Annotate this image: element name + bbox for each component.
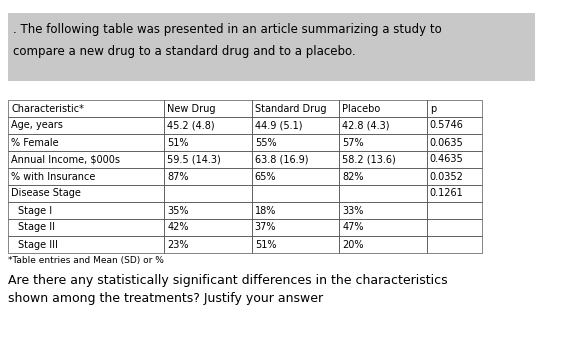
Text: p: p	[430, 104, 436, 114]
Bar	[252, 100, 339, 117]
Bar	[8, 13, 535, 81]
Bar	[339, 219, 427, 236]
Bar	[8, 134, 164, 151]
Text: Are there any statistically significant differences in the characteristics: Are there any statistically significant …	[8, 274, 448, 287]
Bar	[164, 236, 252, 253]
Text: 44.9 (5.1): 44.9 (5.1)	[255, 120, 302, 130]
Text: 63.8 (16.9): 63.8 (16.9)	[255, 154, 308, 164]
Text: Placebo: Placebo	[342, 104, 380, 114]
Text: 87%: 87%	[167, 172, 189, 182]
Text: 45.2 (4.8): 45.2 (4.8)	[167, 120, 215, 130]
Bar	[164, 117, 252, 134]
Text: Disease Stage: Disease Stage	[11, 189, 81, 198]
Text: Annual Income, $000s: Annual Income, $000s	[11, 154, 120, 164]
Text: . The following table was presented in an article summarizing a study to: . The following table was presented in a…	[13, 23, 442, 36]
Text: 20%: 20%	[342, 239, 364, 249]
Bar	[252, 117, 339, 134]
Text: shown among the treatments? Justify your answer: shown among the treatments? Justify your…	[8, 292, 323, 305]
Text: 0.1261: 0.1261	[430, 189, 463, 198]
Text: 59.5 (14.3): 59.5 (14.3)	[167, 154, 221, 164]
Text: % with Insurance: % with Insurance	[11, 172, 95, 182]
Bar	[252, 168, 339, 185]
Bar	[339, 100, 427, 117]
Text: Age, years: Age, years	[11, 120, 63, 130]
Bar	[339, 202, 427, 219]
Bar	[8, 185, 164, 202]
Bar	[427, 134, 482, 151]
Text: 0.5746: 0.5746	[430, 120, 463, 130]
Bar	[427, 117, 482, 134]
Text: *Table entries and Mean (SD) or %: *Table entries and Mean (SD) or %	[8, 256, 164, 265]
Text: compare a new drug to a standard drug and to a placebo.: compare a new drug to a standard drug an…	[13, 45, 355, 58]
Text: 42%: 42%	[167, 223, 189, 233]
Bar	[427, 151, 482, 168]
Text: Stage II: Stage II	[18, 223, 55, 233]
Text: 65%: 65%	[255, 172, 276, 182]
Bar	[8, 202, 164, 219]
Bar	[8, 100, 164, 117]
Text: 57%: 57%	[342, 138, 364, 148]
Bar	[252, 236, 339, 253]
Bar	[8, 117, 164, 134]
Text: Stage I: Stage I	[18, 205, 52, 215]
Bar	[252, 185, 339, 202]
Text: 58.2 (13.6): 58.2 (13.6)	[342, 154, 396, 164]
Bar	[427, 168, 482, 185]
Bar	[339, 151, 427, 168]
Text: 0.0635: 0.0635	[430, 138, 463, 148]
Bar	[164, 134, 252, 151]
Bar	[8, 219, 164, 236]
Bar	[252, 151, 339, 168]
Bar	[8, 151, 164, 168]
Text: Stage III: Stage III	[18, 239, 58, 249]
Text: 55%: 55%	[255, 138, 276, 148]
Bar	[8, 236, 164, 253]
Bar	[339, 185, 427, 202]
Bar	[427, 236, 482, 253]
Bar	[164, 185, 252, 202]
Bar	[339, 168, 427, 185]
Text: 51%: 51%	[255, 239, 276, 249]
Bar	[427, 202, 482, 219]
Text: 82%: 82%	[342, 172, 364, 182]
Bar	[164, 202, 252, 219]
Bar	[252, 134, 339, 151]
Bar	[164, 151, 252, 168]
Text: 42.8 (4.3): 42.8 (4.3)	[342, 120, 389, 130]
Text: 47%: 47%	[342, 223, 364, 233]
Text: 23%: 23%	[167, 239, 189, 249]
Bar	[252, 219, 339, 236]
Bar	[339, 117, 427, 134]
Text: 18%: 18%	[255, 205, 276, 215]
Text: % Female: % Female	[11, 138, 59, 148]
Text: New Drug: New Drug	[167, 104, 216, 114]
Text: Standard Drug: Standard Drug	[255, 104, 327, 114]
Bar	[164, 100, 252, 117]
Bar	[427, 219, 482, 236]
Bar	[8, 168, 164, 185]
Bar	[339, 236, 427, 253]
Bar	[427, 185, 482, 202]
Text: 35%: 35%	[167, 205, 189, 215]
Bar	[427, 100, 482, 117]
Text: 0.0352: 0.0352	[430, 172, 463, 182]
Bar	[339, 134, 427, 151]
Text: Characteristic*: Characteristic*	[11, 104, 84, 114]
Bar	[164, 168, 252, 185]
Text: 33%: 33%	[342, 205, 364, 215]
Text: 51%: 51%	[167, 138, 189, 148]
Bar	[252, 202, 339, 219]
Text: 0.4635: 0.4635	[430, 154, 463, 164]
Text: 37%: 37%	[255, 223, 276, 233]
Bar	[164, 219, 252, 236]
